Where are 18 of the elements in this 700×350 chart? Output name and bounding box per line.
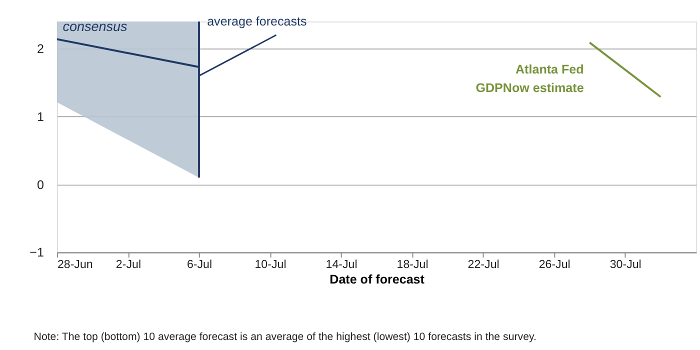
x-tick-label: 18-Jul — [396, 259, 428, 272]
series-label: Atlanta Fed GDPNow estimate — [476, 62, 584, 95]
annotation: average forecasts — [207, 14, 307, 28]
x-tick-label: 26-Jul — [538, 259, 570, 272]
x-tick-label: 2-Jul — [116, 259, 142, 272]
x-tick-label: 28-Jun — [57, 259, 93, 272]
x-tick-label: 14-Jul — [326, 259, 358, 272]
y-tick-label: 2 — [36, 42, 44, 56]
x-tick-label: 10-Jul — [254, 259, 286, 272]
y-tick-label: 0 — [36, 178, 44, 192]
text: Note: The top (bottom) 10 average forecast is an average of the highest (lowest) 10 forecasts in the survey. — [34, 331, 536, 344]
y-tick-label: 1 — [36, 110, 44, 124]
y-tick-label: −1 — [30, 246, 44, 260]
x-tick-label: 30-Jul — [610, 259, 642, 272]
x-axis-title: Date of forecast — [330, 272, 426, 287]
x-tick-label: 22-Jul — [468, 259, 500, 272]
x-tick-label: 6-Jul — [186, 259, 212, 272]
series-label: consensus — [62, 19, 128, 34]
